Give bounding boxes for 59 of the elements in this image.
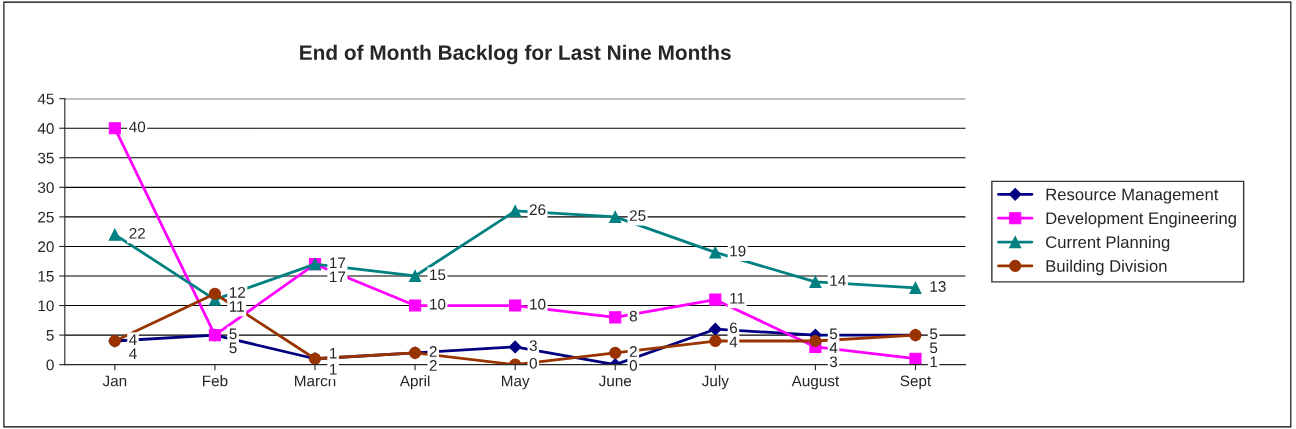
data-label: 0	[629, 360, 638, 371]
data-label: 1	[330, 364, 337, 375]
x-tick-label: April	[399, 375, 430, 390]
legend-label: Current Planning	[1046, 235, 1170, 252]
y-tick-label: 40	[37, 123, 54, 134]
data-label: 5	[929, 328, 938, 340]
data-label: 2	[429, 346, 437, 357]
x-tick-label: August	[791, 375, 840, 390]
x-tick-label: Jan	[102, 375, 127, 387]
data-label: 8	[629, 310, 637, 322]
data-label: 12	[229, 287, 246, 298]
data-label: 2	[629, 346, 637, 357]
x-tick-label: Feb	[203, 375, 228, 387]
data-label: 4	[129, 348, 137, 359]
x-tick-label: June	[598, 375, 632, 387]
data-label: 0	[529, 357, 537, 369]
data-label: 25	[629, 210, 646, 221]
data-label: 14	[830, 275, 846, 286]
data-label: 17	[330, 257, 346, 269]
data-label: 11	[229, 301, 244, 312]
legend-label: Development Engineering	[1046, 211, 1236, 228]
data-label: 19	[730, 245, 746, 257]
y-tick-label: 45	[37, 93, 54, 105]
y-tick-label: 20	[38, 241, 54, 253]
data-label: 13	[930, 281, 946, 292]
y-tick-label: 15	[38, 271, 54, 282]
y-tick-label: 10	[38, 300, 54, 312]
data-label: 5	[829, 328, 838, 340]
data-label: 17	[330, 271, 346, 283]
y-tick-label: 0	[46, 359, 54, 371]
data-label: 10	[430, 298, 446, 310]
data-label: 4	[829, 342, 838, 354]
data-label: 10	[530, 298, 546, 310]
data-label: 1	[330, 348, 337, 359]
y-tick-label: 35	[37, 152, 54, 164]
data-label: 26	[529, 204, 546, 216]
data-label: 1	[930, 356, 938, 368]
data-label: 2	[429, 360, 437, 371]
legend-label: Resource Management	[1046, 188, 1219, 204]
data-label: 4	[129, 334, 137, 345]
y-tick-label: 5	[46, 330, 54, 341]
data-label: 5	[929, 342, 938, 354]
data-label: 22	[129, 227, 145, 239]
data-label: 15	[430, 269, 446, 281]
data-label: 3	[529, 340, 537, 352]
data-label: 6	[729, 322, 738, 334]
data-label: 3	[829, 356, 838, 368]
chart-title: End of Month Backlog for Last Nine Months	[300, 44, 731, 65]
legend-label: Building Division	[1046, 259, 1167, 276]
data-label: 40	[129, 121, 146, 133]
x-tick-label: July	[701, 375, 729, 390]
data-label: 4	[729, 336, 738, 348]
y-tick-label: 25	[38, 211, 54, 223]
x-tick-label: Sept	[900, 375, 932, 390]
data-label: 5	[229, 328, 237, 340]
x-tick-label: May	[501, 375, 530, 390]
data-label: 11	[730, 293, 745, 304]
y-tick-label: 30	[37, 182, 54, 194]
data-label: 5	[229, 342, 237, 354]
